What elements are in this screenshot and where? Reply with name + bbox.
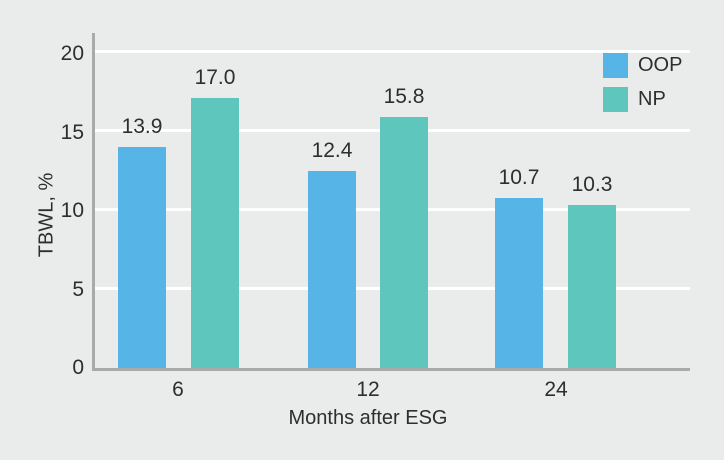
bar-value-label: 15.8 [383, 85, 425, 109]
gridline-20 [95, 50, 690, 53]
np-color-swatch [603, 87, 628, 112]
bar-value-label: 17.0 [194, 66, 236, 90]
x-tick-24: 24 [544, 378, 568, 401]
plot-area: 13.9 17.0 12.4 15.8 10.7 10.3 [92, 33, 690, 371]
bar-oop-24: 10.7 [495, 167, 543, 368]
legend: OOP NP [603, 53, 682, 112]
bar-value-label: 12.4 [311, 139, 353, 163]
y-tick-15: 15 [60, 121, 84, 144]
y-tick-20: 20 [60, 42, 84, 65]
bar-value-label: 10.3 [571, 172, 613, 196]
bar-value-label: 13.9 [121, 115, 163, 139]
oop-color-swatch [603, 53, 628, 78]
bar-value-label: 10.7 [498, 166, 540, 190]
bar-np-24: 10.3 [568, 173, 616, 368]
x-tick-6: 6 [172, 378, 184, 401]
legend-label-np: NP [638, 88, 666, 110]
y-tick-10: 10 [60, 199, 84, 222]
bar-oop-6: 13.9 [118, 116, 166, 368]
legend-label-oop: OOP [638, 54, 683, 76]
x-axis-title: Months after ESG [288, 407, 448, 429]
bar-oop-12: 12.4 [308, 140, 356, 368]
bar-np-12: 15.8 [380, 86, 428, 368]
y-tick-0: 0 [72, 356, 84, 379]
legend-item-oop: OOP [603, 53, 682, 78]
legend-item-np: NP [603, 87, 682, 112]
y-tick-5: 5 [72, 278, 84, 301]
bar-np-6: 17.0 [191, 67, 239, 368]
x-tick-12: 12 [356, 378, 380, 401]
